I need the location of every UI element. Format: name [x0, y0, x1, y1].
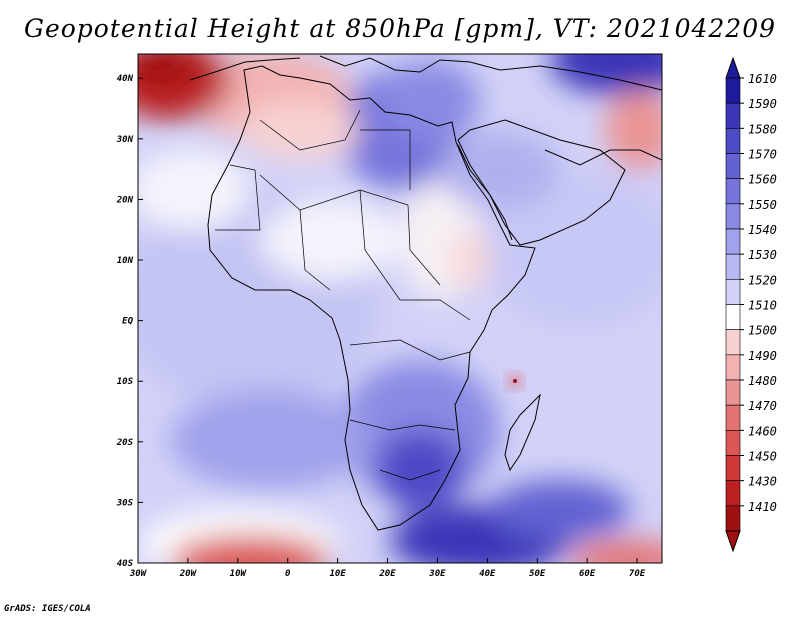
colorbar-swatch — [725, 505, 741, 532]
colorbar-swatch — [725, 228, 741, 255]
red-sea — [457, 144, 513, 241]
colorbar-label: 1530 — [748, 248, 777, 262]
lon-tick-label: 20W — [179, 569, 198, 579]
africa-coast — [207, 65, 536, 531]
colorbar-swatch — [725, 102, 741, 129]
colorbar-label: 1480 — [748, 374, 777, 388]
colorbar-label: 1550 — [748, 198, 777, 212]
colorbar: 1610 1590 1580 1570 1560 1550 1540 1530 1520 1510… — [725, 56, 777, 553]
colorbar-label: 1610 — [748, 72, 777, 86]
lon-tick-label: 50E — [529, 569, 546, 579]
lon-tick-label: 0 — [285, 569, 291, 579]
map-title: Geopotential Height at 850hPa [gpm], VT:… — [23, 14, 777, 43]
colorbar-label: 1590 — [748, 97, 777, 111]
colorbar-label: 1450 — [748, 450, 777, 464]
lon-tick-label: 10E — [329, 569, 346, 579]
colorbar-swatch — [725, 153, 741, 179]
colorbar-swatch — [725, 178, 741, 205]
colorbar-swatch — [725, 77, 741, 104]
madagascar — [504, 393, 541, 472]
colorbar-label: 1460 — [748, 424, 777, 438]
colorbar-label: 1500 — [748, 324, 777, 338]
colorbar-swatch — [725, 455, 741, 481]
longitude-axis: 30W 20W 10W 0 10E 20E 30E 40E 50E 60E 70E — [129, 558, 646, 579]
lon-tick-label: 20E — [378, 569, 396, 579]
map-frame — [137, 53, 663, 564]
colorbar-swatch — [725, 329, 741, 356]
colorbar-label: 1570 — [748, 148, 777, 162]
lat-tick-label: 10S — [117, 377, 134, 387]
europe-coast — [189, 55, 662, 91]
lon-tick-label: 30E — [428, 569, 446, 579]
lat-tick-label: 40N — [117, 74, 134, 84]
colorbar-label: 1430 — [748, 475, 777, 489]
colorbar-top-arrow — [725, 56, 741, 79]
height-field — [138, 54, 662, 563]
colorbar-label: 1580 — [748, 122, 777, 136]
colorbar-label: 1410 — [748, 500, 777, 514]
persian-gulf-coast — [544, 149, 662, 166]
colorbar-label: 1560 — [748, 173, 777, 187]
colorbar-bottom-arrow — [725, 530, 741, 553]
credit-label: GrADS: IGES/COLA — [4, 604, 91, 614]
lon-tick-label: 30W — [129, 569, 148, 579]
colorbar-swatch — [725, 253, 741, 280]
lat-tick-label: 10N — [117, 256, 134, 266]
colorbar-swatch — [725, 404, 741, 431]
colorbar-label: 1490 — [748, 349, 777, 363]
lat-tick-label: 30S — [116, 498, 134, 508]
colorbar-swatch — [725, 128, 741, 154]
country-borders — [215, 109, 471, 481]
colorbar-label: 1470 — [748, 399, 777, 413]
coastlines — [189, 55, 662, 531]
colorbar-swatch — [725, 480, 741, 507]
lat-tick-label: 40S — [117, 559, 134, 569]
colorbar-label: 1520 — [748, 273, 777, 287]
colorbar-swatch — [725, 279, 741, 305]
colorbar-label: 1510 — [748, 299, 777, 313]
lat-tick-label: 20S — [116, 438, 134, 448]
latitude-axis: 40N 30N 20N 10N EQ 10S 20S 30S 40S — [116, 74, 143, 569]
lon-tick-label: 60E — [579, 569, 596, 579]
lon-tick-label: 10W — [230, 569, 248, 579]
colorbar-swatch — [725, 379, 741, 406]
colorbar-swatch — [725, 203, 741, 230]
lon-tick-label: 40E — [479, 569, 496, 579]
colorbar-swatch — [725, 304, 741, 330]
colorbar-label: 1540 — [748, 223, 777, 237]
lon-tick-label: 70E — [629, 569, 646, 579]
lat-tick-label: EQ — [122, 317, 133, 327]
colorbar-swatch — [725, 354, 741, 381]
lat-tick-label: 30N — [116, 135, 134, 145]
lat-tick-label: 20N — [116, 195, 134, 205]
colorbar-swatch — [725, 430, 741, 456]
